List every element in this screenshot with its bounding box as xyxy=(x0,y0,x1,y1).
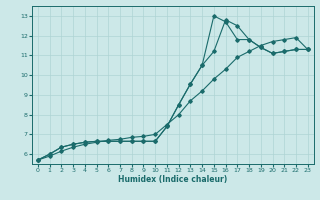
X-axis label: Humidex (Indice chaleur): Humidex (Indice chaleur) xyxy=(118,175,228,184)
